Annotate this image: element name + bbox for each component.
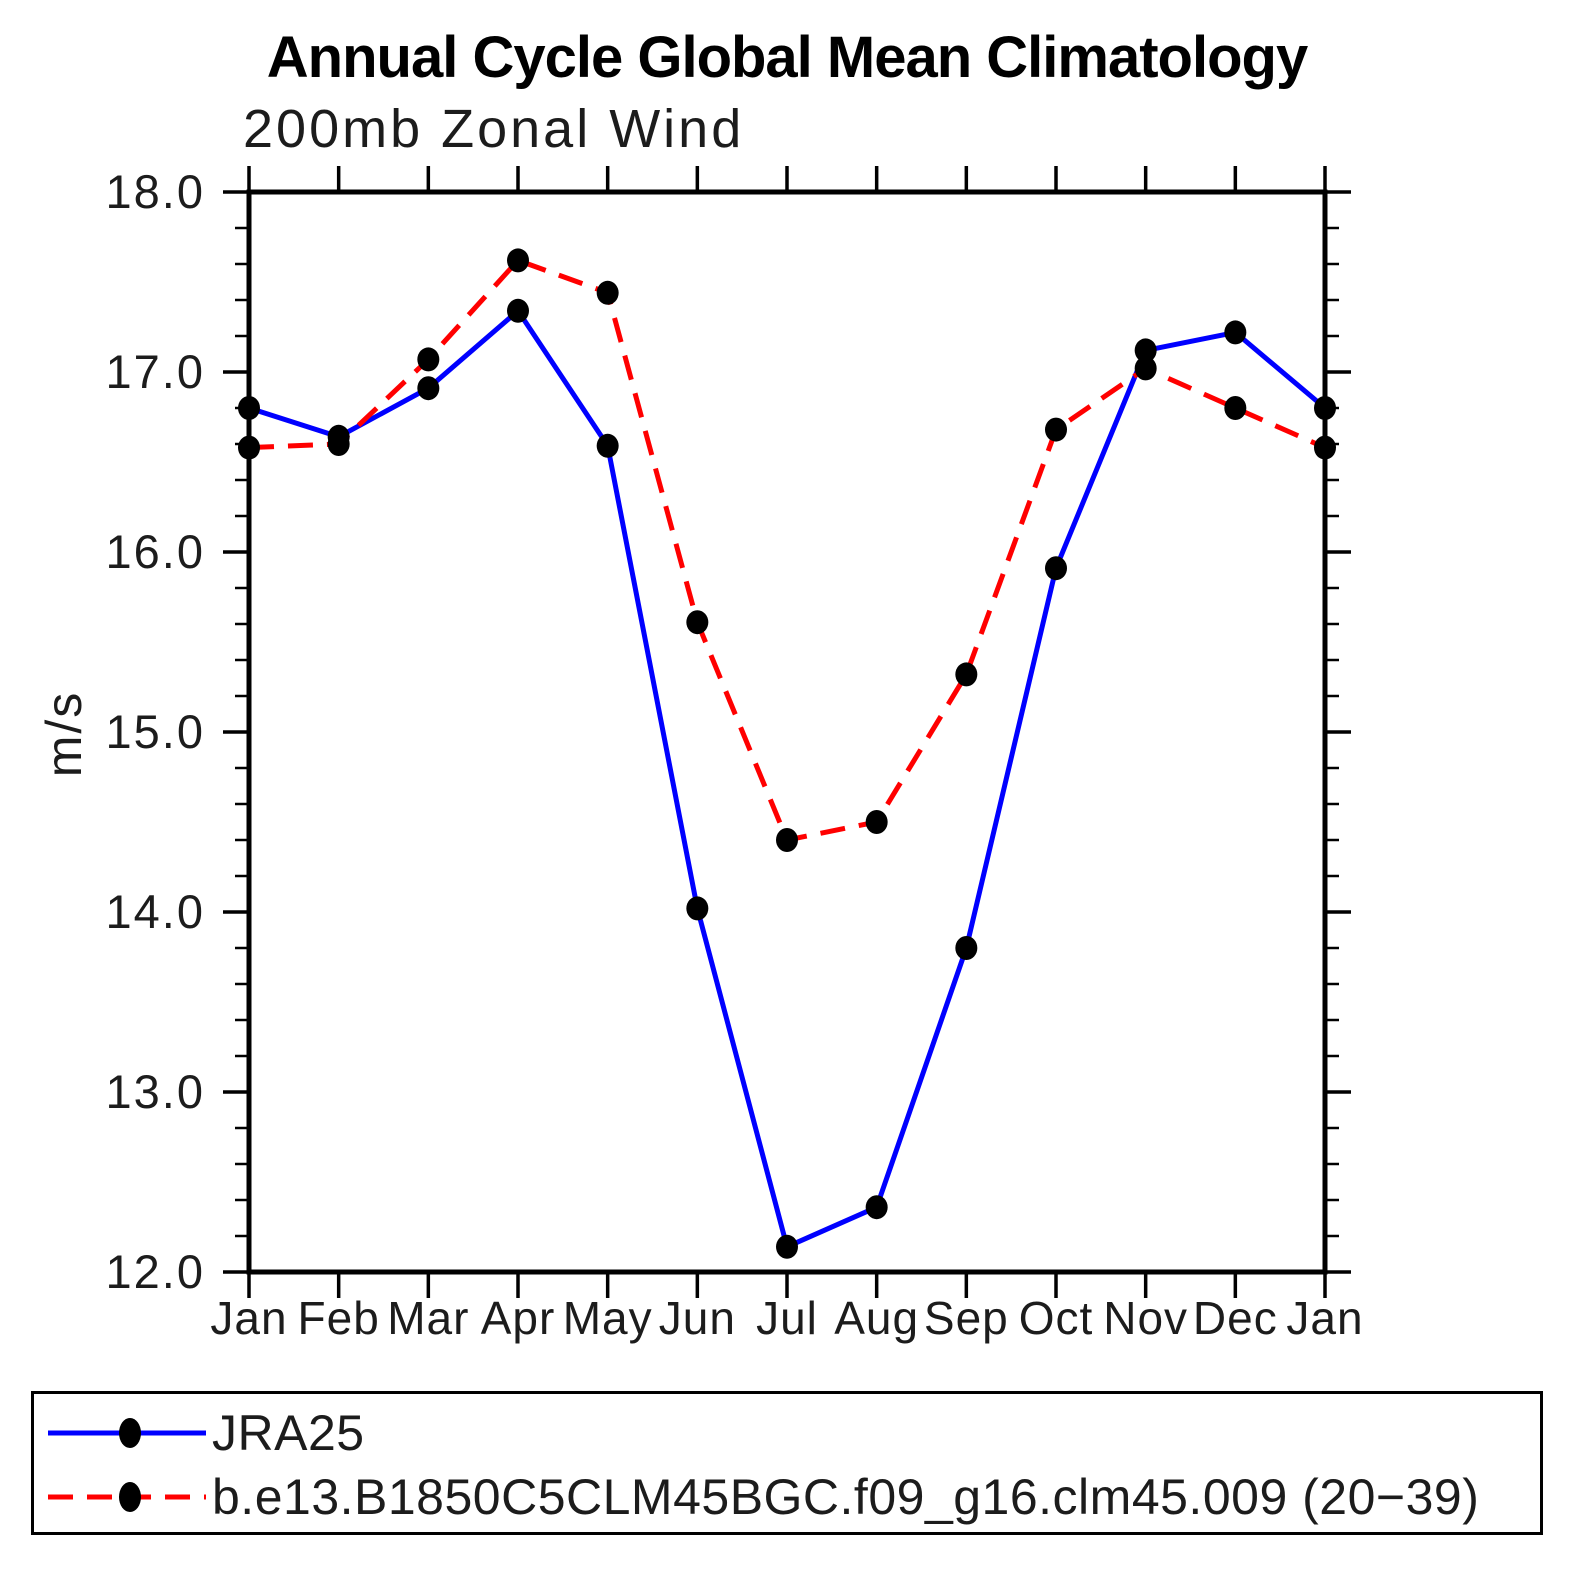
data-point-marker bbox=[1314, 396, 1336, 420]
x-tick-label: Sep bbox=[924, 1292, 1009, 1344]
data-point-marker bbox=[417, 347, 440, 372]
x-tick-label: Jan bbox=[210, 1292, 287, 1344]
legend-label: JRA25 bbox=[212, 1404, 365, 1461]
x-tick-label: Mar bbox=[387, 1292, 469, 1344]
y-tick-label: 16.0 bbox=[106, 525, 205, 578]
x-tick-label: Aug bbox=[834, 1292, 919, 1344]
data-point-marker bbox=[686, 610, 709, 635]
x-tick-label: Nov bbox=[1103, 1292, 1188, 1344]
legend-sample-marker-icon bbox=[119, 1417, 141, 1448]
data-point-marker bbox=[865, 1195, 888, 1220]
chart-canvas: Jan Feb Mar Apr May Jun Jul Aug Sep Oct Nov Dec Jan1… bbox=[106, 165, 1363, 1344]
data-point-marker bbox=[1045, 556, 1067, 581]
x-tick-label: Jun bbox=[659, 1292, 736, 1344]
data-point-marker bbox=[1134, 356, 1157, 381]
y-tick-label: 17.0 bbox=[106, 345, 205, 398]
data-point-marker bbox=[238, 435, 260, 460]
legend-item: JRA25 bbox=[42, 1403, 1540, 1463]
data-point-marker bbox=[776, 828, 798, 852]
y-tick-label: 15.0 bbox=[106, 705, 205, 758]
x-tick-label: Jan bbox=[1286, 1292, 1363, 1344]
legend-line-sample-dashed-icon bbox=[48, 1482, 206, 1513]
x-tick-label: Apr bbox=[481, 1292, 556, 1344]
data-point-marker bbox=[1045, 417, 1067, 442]
data-point-marker bbox=[1224, 396, 1247, 420]
legend-label: b.e13.B1850C5CLM45BGC.f09_g16.clm45.009 … bbox=[212, 1469, 1480, 1526]
x-tick-label: Feb bbox=[298, 1292, 380, 1344]
data-point-marker bbox=[686, 896, 709, 921]
data-point-marker bbox=[776, 1234, 798, 1259]
data-point-marker bbox=[596, 280, 619, 305]
data-point-marker bbox=[1314, 435, 1336, 460]
x-tick-label: May bbox=[563, 1292, 653, 1344]
y-tick-label: 13.0 bbox=[106, 1065, 205, 1118]
y-tick-label: 18.0 bbox=[106, 165, 205, 218]
series-line-0 bbox=[248, 308, 1327, 1250]
data-point-marker bbox=[507, 298, 529, 323]
legend-item: b.e13.B1850C5CLM45BGC.f09_g16.clm45.009 … bbox=[42, 1467, 1540, 1527]
legend-sample-marker-icon bbox=[119, 1482, 141, 1513]
y-tick-label: 14.0 bbox=[106, 885, 205, 938]
data-point-marker bbox=[507, 248, 529, 273]
x-tick-label: Dec bbox=[1193, 1292, 1278, 1344]
data-point-marker bbox=[417, 376, 440, 401]
x-tick-label: Jul bbox=[756, 1292, 818, 1344]
plot-frame bbox=[246, 189, 1328, 1275]
chart-subtitle: 200mb Zonal Wind bbox=[243, 99, 745, 159]
data-point-marker bbox=[327, 432, 350, 456]
data-point-marker bbox=[1224, 320, 1247, 345]
x-tick-label: Oct bbox=[1019, 1292, 1094, 1344]
data-point-marker bbox=[1134, 338, 1157, 363]
legend: JRA25 b.e13.B1850C5CLM45BGC.f09_g16.clm4… bbox=[31, 1391, 1543, 1535]
legend-line-sample-solid-icon bbox=[48, 1417, 206, 1448]
data-point-marker bbox=[955, 936, 978, 960]
data-point-marker bbox=[865, 810, 888, 834]
data-point-marker bbox=[238, 396, 260, 420]
chart-title: Annual Cycle Global Mean Climatology bbox=[266, 25, 1308, 90]
data-point-marker bbox=[596, 433, 619, 458]
data-point-marker bbox=[955, 662, 978, 687]
y-tick-label: 12.0 bbox=[106, 1245, 205, 1298]
